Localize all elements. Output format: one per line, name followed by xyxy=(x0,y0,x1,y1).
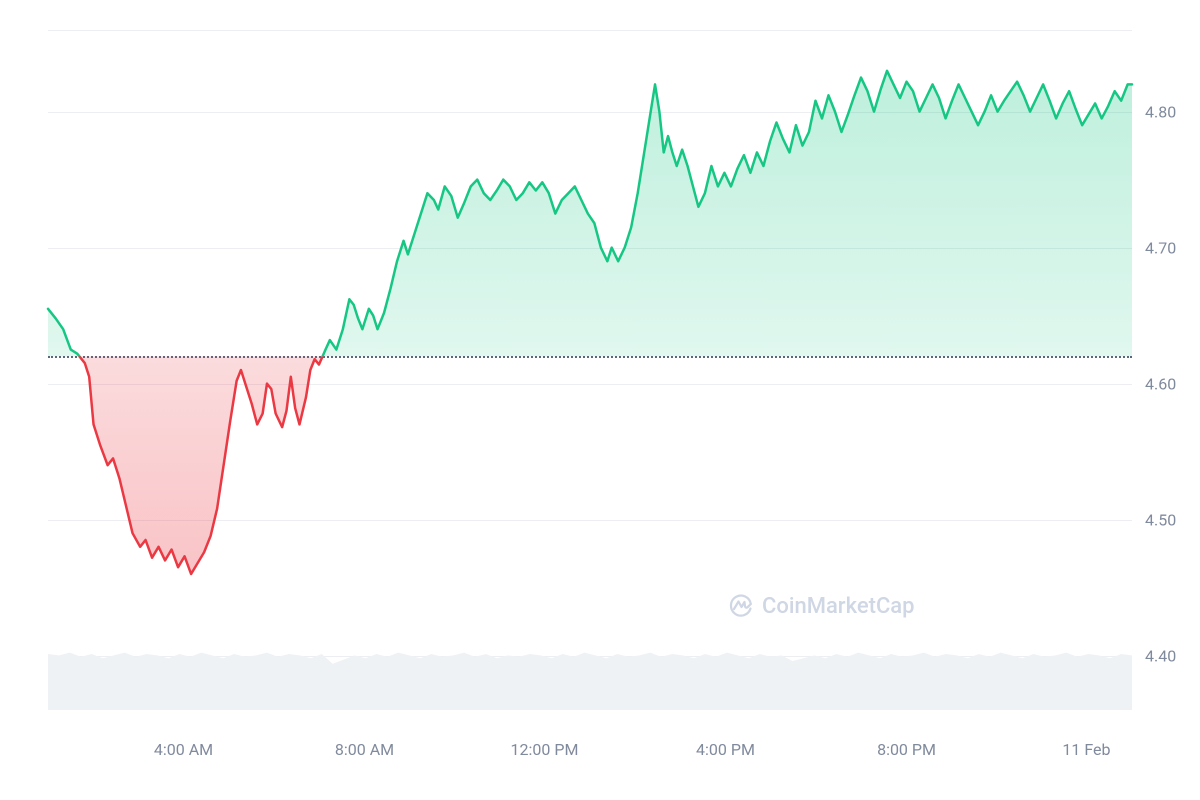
y-tick-label: 4.80 xyxy=(1145,102,1176,121)
x-tick-label: 8:00 PM xyxy=(877,740,936,759)
y-tick-label: 4.70 xyxy=(1145,238,1176,257)
x-tick-label: 12:00 PM xyxy=(511,740,579,759)
x-tick-label: 4:00 AM xyxy=(154,740,213,759)
y-tick-label: 4.50 xyxy=(1145,510,1176,529)
x-tick-label: 11 Feb xyxy=(1062,740,1110,759)
x-tick-label: 8:00 AM xyxy=(335,740,394,759)
y-tick-label: 4.60 xyxy=(1145,374,1176,393)
x-tick-label: 4:00 PM xyxy=(696,740,755,759)
y-tick-label: 4.40 xyxy=(1145,646,1176,665)
price-line-chart[interactable] xyxy=(48,30,1132,710)
